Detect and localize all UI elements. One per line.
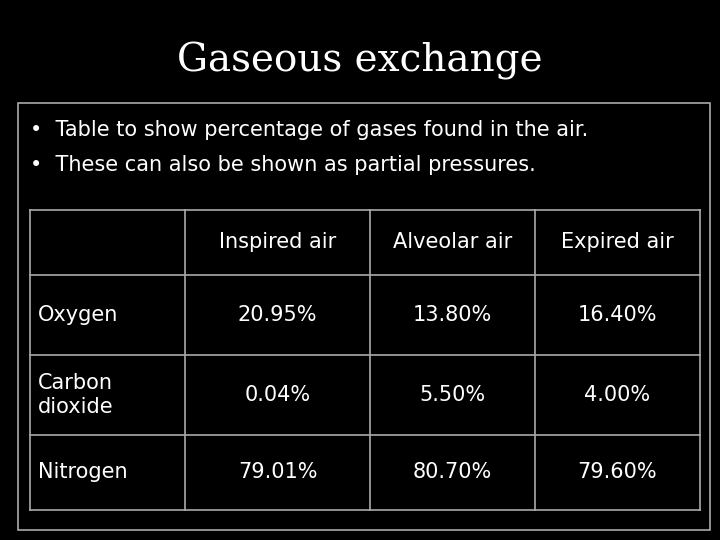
Text: 13.80%: 13.80%: [413, 305, 492, 325]
Text: 80.70%: 80.70%: [413, 462, 492, 483]
Text: 5.50%: 5.50%: [420, 385, 485, 405]
Bar: [18, 103, 710, 530]
Text: 79.60%: 79.60%: [577, 462, 657, 483]
Text: Oxygen: Oxygen: [38, 305, 118, 325]
Text: Gaseous exchange: Gaseous exchange: [177, 42, 543, 80]
Text: •  These can also be shown as partial pressures.: • These can also be shown as partial pre…: [30, 155, 536, 175]
Text: 16.40%: 16.40%: [577, 305, 657, 325]
Text: 4.00%: 4.00%: [585, 385, 651, 405]
Text: Expired air: Expired air: [561, 233, 674, 253]
Text: •  Table to show percentage of gases found in the air.: • Table to show percentage of gases foun…: [30, 120, 588, 140]
Text: Nitrogen: Nitrogen: [38, 462, 127, 483]
Text: Carbon
dioxide: Carbon dioxide: [38, 373, 114, 417]
Text: 20.95%: 20.95%: [238, 305, 318, 325]
Text: Alveolar air: Alveolar air: [393, 233, 512, 253]
Text: 0.04%: 0.04%: [244, 385, 310, 405]
Text: 79.01%: 79.01%: [238, 462, 318, 483]
Text: Inspired air: Inspired air: [219, 233, 336, 253]
